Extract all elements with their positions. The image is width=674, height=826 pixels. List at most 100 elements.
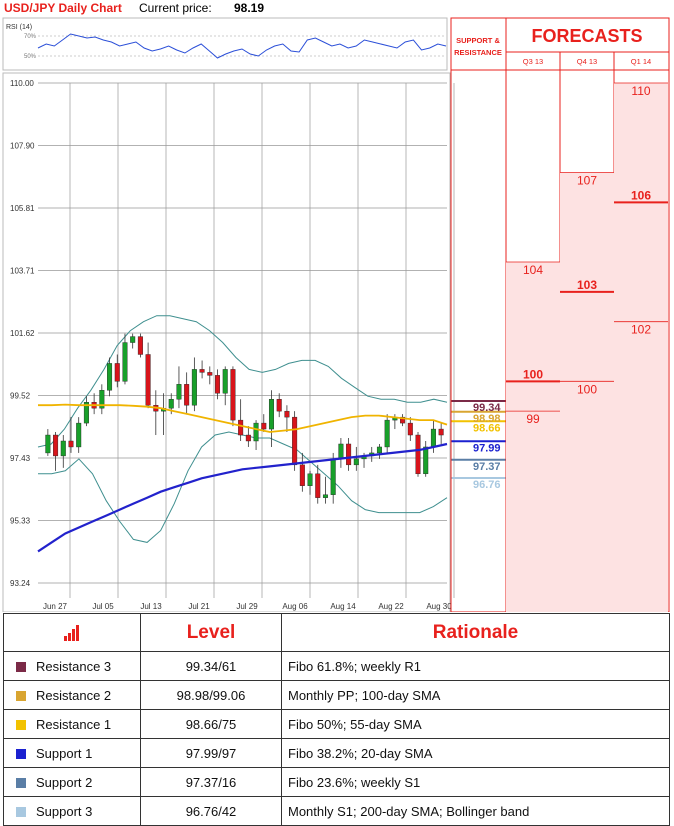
forecast-range [506,261,560,612]
bar-chart-icon [64,624,79,641]
y-tick-label: 99.52 [10,392,31,401]
candle-body [137,336,143,355]
y-tick-label: 93.24 [10,579,31,588]
candle-body [222,369,228,394]
forecast-median-label: 103 [577,278,597,292]
x-tick-label: Jul 21 [188,602,210,611]
row-name: Resistance 3 [36,658,112,674]
sr-level-label: 99.34 [473,402,501,414]
sma-55-line [38,403,448,433]
x-tick-label: Aug 22 [378,602,404,611]
support-2-swatch [16,777,26,788]
forecast-range [614,83,668,612]
candle-body [322,494,328,498]
candle-body [307,473,313,486]
table-row: Resistance 1 98.66/75 Fibo 50%; 55-day S… [3,709,670,739]
row-rationale: Fibo 61.8%; weekly R1 [281,651,670,681]
y-tick-label: 97.43 [10,454,31,463]
rsi-line [37,33,447,59]
candle-body [268,399,274,430]
row-rationale: Fibo 50%; 55-day SMA [281,709,670,739]
candle-body [83,402,89,424]
sr-level-label: 96.76 [473,479,501,491]
table-row: Support 1 97.99/97 Fibo 38.2%; 20-day SM… [3,738,670,768]
forecast-low-label: 99 [526,412,540,426]
sr-level-label: 97.99 [473,442,501,454]
candle-body [45,434,51,454]
candle-body [253,422,259,442]
row-level: 96.76/42 [140,796,282,826]
candle-body [276,399,282,412]
candle-body [261,422,267,430]
forecast-panel [450,17,670,612]
row-rationale: Monthly S1; 200-day SMA; Bollinger band [281,796,670,826]
row-level: 97.37/16 [140,767,282,797]
row-name: Resistance 1 [36,716,112,732]
row-level: 98.66/75 [140,709,282,739]
sr-label-2: RESISTANCE [454,48,502,57]
candle-body [114,363,120,382]
forecast-median-label: 100 [523,367,543,381]
candle-body [338,443,344,460]
table-row: Resistance 2 98.98/99.06 Monthly PP; 100… [3,680,670,710]
candle-body [184,384,190,406]
x-tick-label: Aug 30 [426,602,452,611]
rsi-level-70: 70% [24,34,37,40]
row-name: Resistance 2 [36,687,112,703]
candle-body [346,443,352,466]
forecast-median-label: 106 [631,188,651,202]
candle-body [230,369,236,421]
rsi-level-50: 50% [24,54,37,60]
candle-body [191,369,197,406]
quarter-q3: Q3 13 [523,57,543,66]
candle-body [330,458,336,495]
candle-body [60,440,66,457]
candle-body [376,446,382,454]
chart-title: USD/JPY Daily Chart [4,1,122,15]
candle-body [207,372,213,376]
forecast-low-label: 102 [631,323,651,337]
candle-body [299,464,305,486]
x-tick-label: Jun 27 [43,602,68,611]
forecast-high-label: 110 [631,84,650,98]
quarter-q1: Q1 14 [631,57,651,66]
candle-body [76,422,82,448]
support-3-swatch [16,806,26,817]
sma-20-line [37,442,448,553]
candle-body [400,416,406,424]
resistance-2-swatch [16,690,26,701]
x-tick-label: Jul 13 [140,602,162,611]
forecast-range [560,172,614,612]
sr-level-label: 98.66 [473,422,501,434]
candle-body [315,473,321,498]
row-level: 99.34/61 [140,651,282,681]
price-label: Current price: [139,1,212,15]
rsi-panel [2,17,448,71]
candle-body [122,342,128,382]
price-plot-frame [2,72,451,612]
bar-chart-icon-cell [3,613,141,652]
candle-body [384,419,390,448]
upper-bollinger-line [37,315,448,448]
candle-body [168,399,174,409]
candle-body [407,422,413,436]
y-tick-label: 101.62 [10,329,35,338]
candle-body [99,390,105,409]
y-tick-label: 107.90 [10,142,35,151]
forecast-high-label: 107 [577,173,597,187]
x-tick-label: Jul 29 [236,602,258,611]
row-level: 98.98/99.06 [140,680,282,710]
table-row: Support 3 96.76/42 Monthly S1; 200-day S… [3,796,670,826]
col-rationale-header: Rationale [281,613,670,652]
row-level: 97.99/97 [140,738,282,768]
col-level-header: Level [140,613,282,652]
sr-level-label: 97.37 [473,461,501,473]
x-tick-label: Aug 14 [330,602,356,611]
candle-body [292,416,298,466]
sr-level-label: 98.98 [473,413,501,425]
rsi-label: RSI (14) [6,24,32,31]
row-name: Support 2 [36,774,93,790]
x-tick-label: Aug 06 [282,602,308,611]
candle-body [215,375,221,394]
candle-body [423,446,429,475]
